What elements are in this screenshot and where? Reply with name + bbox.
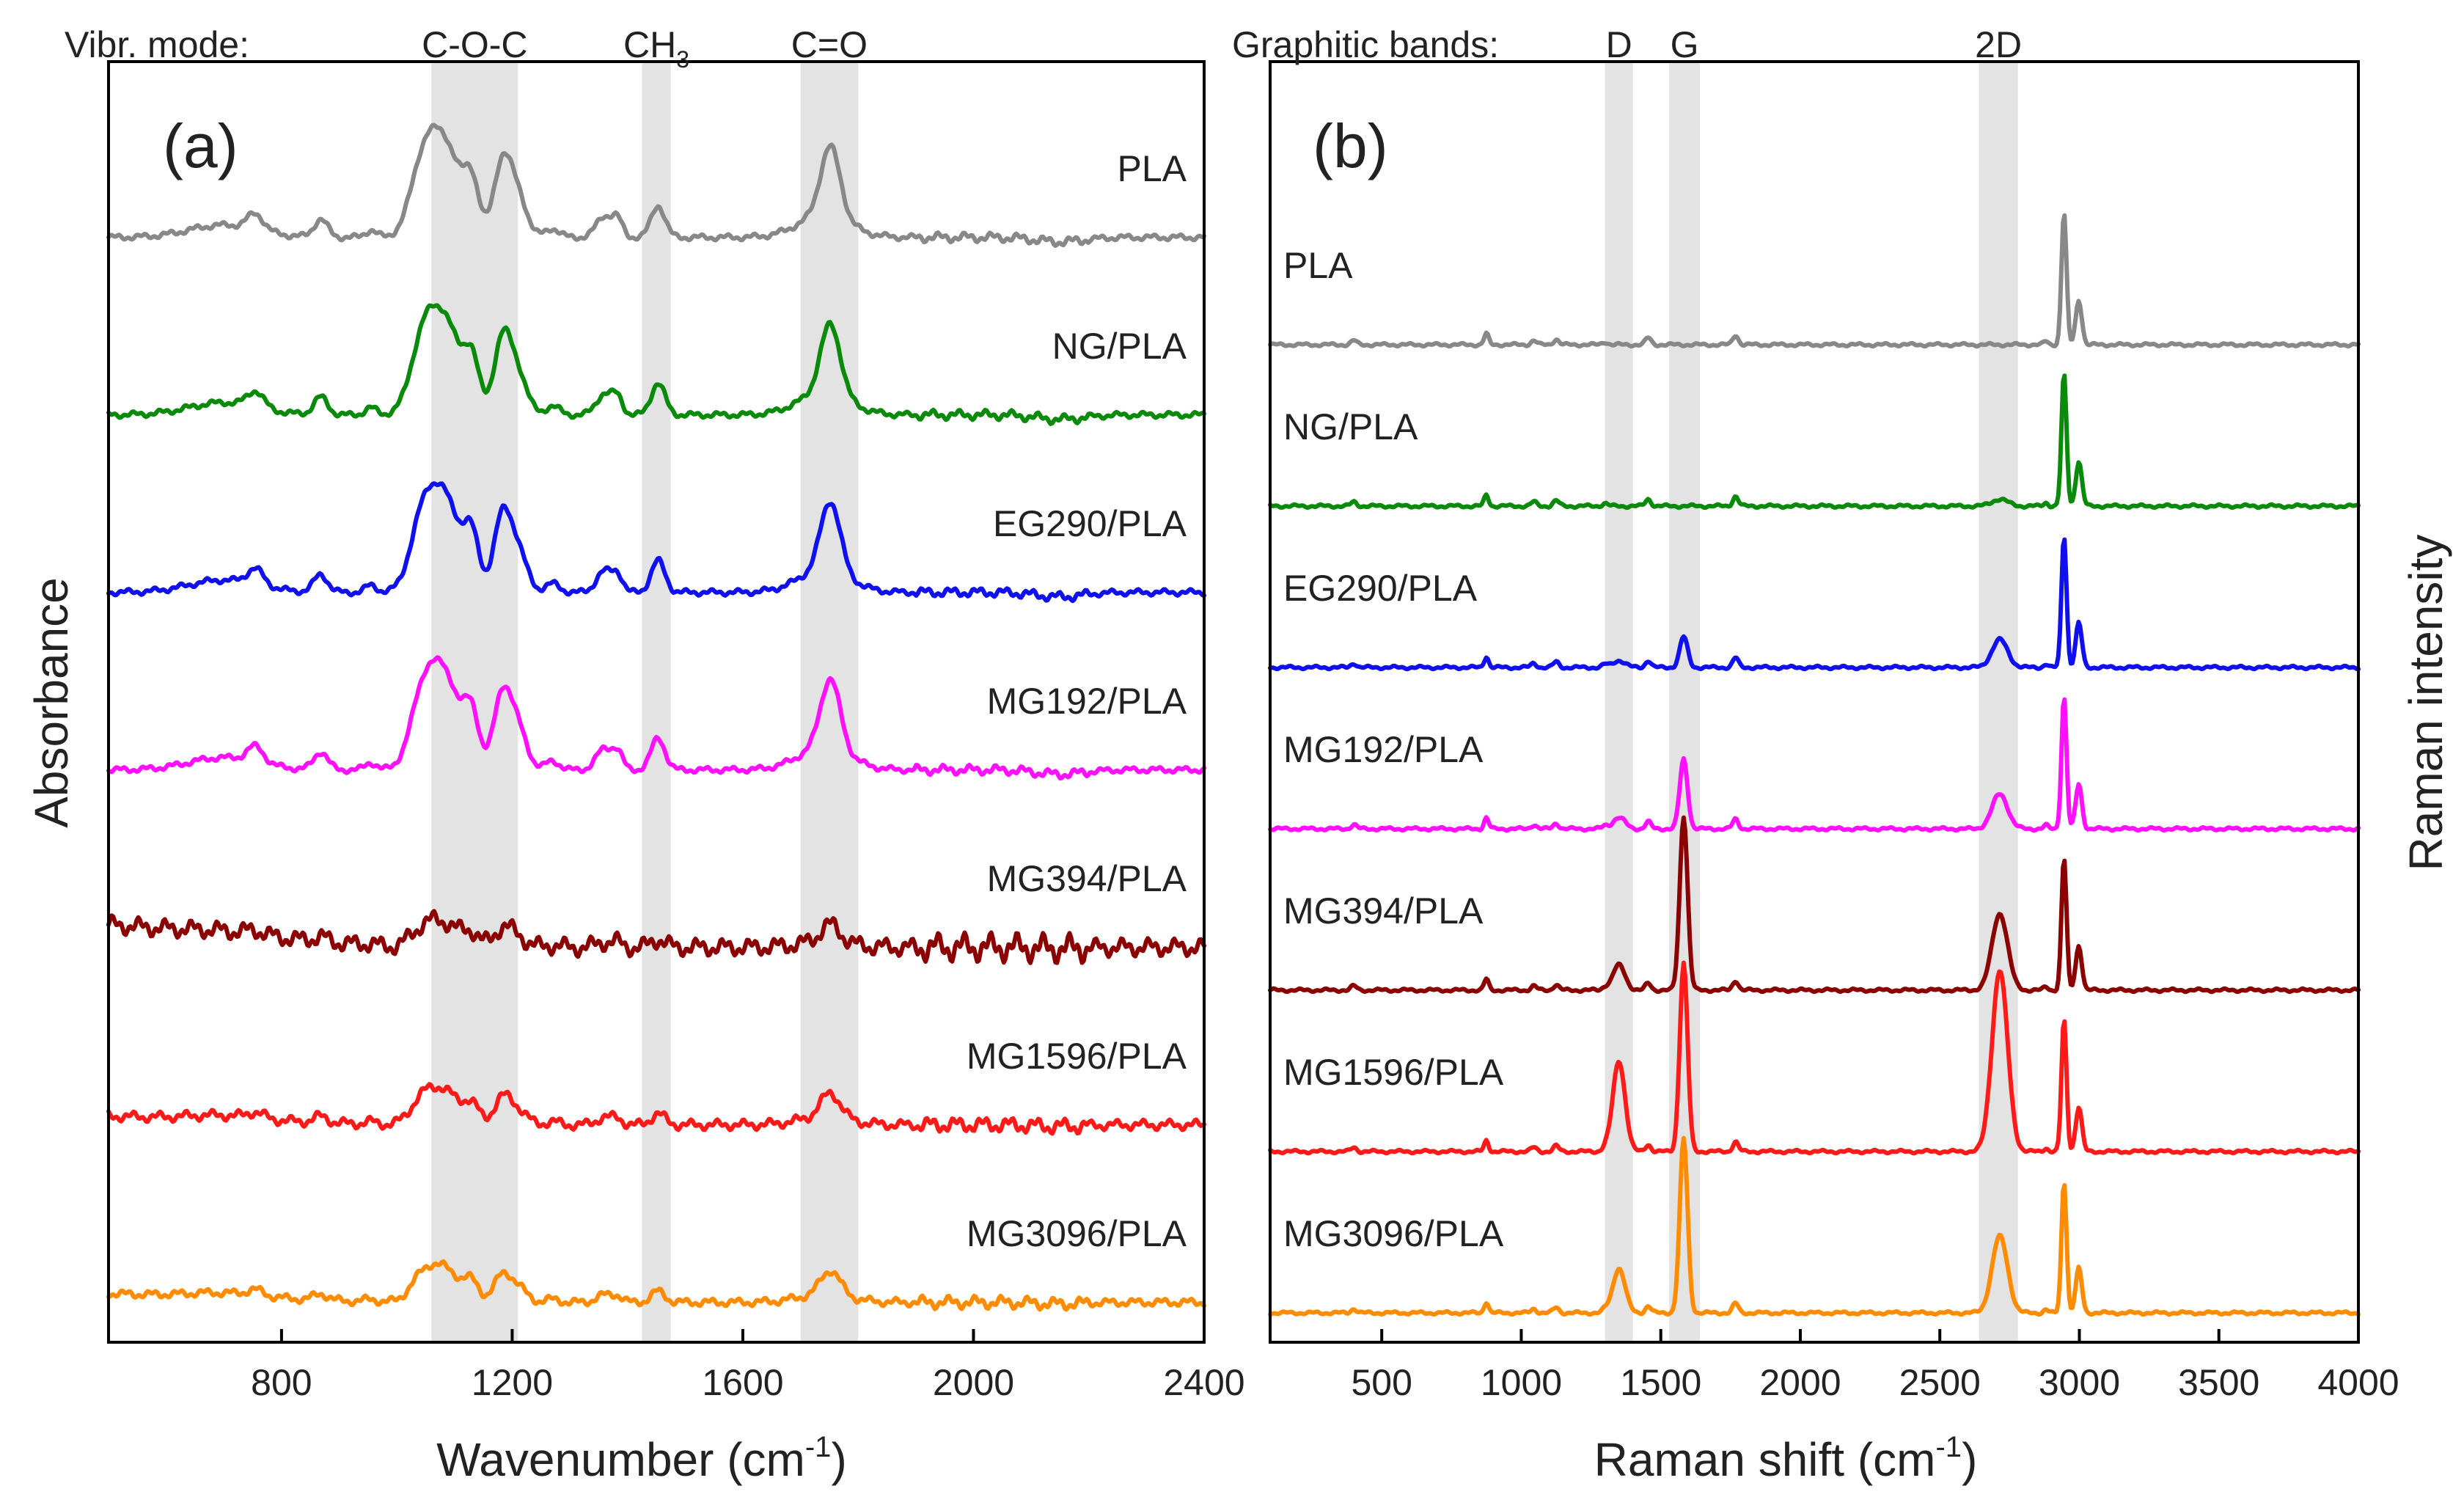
series-label-pla: PLA xyxy=(1283,245,1353,286)
x-tick-label: 2000 xyxy=(1759,1362,1841,1403)
band-label-ch: CH3 xyxy=(623,24,689,73)
raman-band-shading xyxy=(1605,62,2018,1342)
series-label-mg192-pla: MG192/PLA xyxy=(1283,729,1484,770)
series-label-mg3096-pla: MG3096/PLA xyxy=(1283,1213,1504,1254)
raman-series-labels: PLA NG/PLA EG290/PLA MG192/PLA MG394/PLA MG15… xyxy=(1283,245,1504,1254)
series-label-eg290-pla: EG290/PLA xyxy=(1283,568,1478,609)
ftir-series-labels: PLA NG/PLA EG290/PLA MG192/PLA MG394/PLA MG15… xyxy=(967,148,1187,1254)
x-tick-label: 800 xyxy=(251,1362,312,1403)
raman-header-label: Graphitic bands: xyxy=(1232,24,1499,65)
raman-band-2d xyxy=(1979,62,2018,1342)
x-tick-label: 1500 xyxy=(1620,1362,1701,1403)
series-label-eg290-pla: EG290/PLA xyxy=(993,503,1187,544)
trace-eg290-pla xyxy=(1268,537,2361,672)
trace-mg394-pla xyxy=(1268,815,2361,995)
ftir-band-shading xyxy=(431,62,859,1342)
trace-mg1596-pla xyxy=(1268,960,2361,1156)
x-tick-label: 3000 xyxy=(2039,1362,2120,1403)
band-label-c-o-c: C-O-C xyxy=(422,24,527,65)
x-tick-label: 3500 xyxy=(2178,1362,2259,1403)
raman-y-axis-label: Raman intensity xyxy=(2399,535,2452,871)
series-label-mg3096-pla: MG3096/PLA xyxy=(967,1213,1187,1254)
x-tick-label: 1600 xyxy=(702,1362,783,1403)
trace-mg3096-pla xyxy=(106,1259,1206,1312)
ftir-x-axis: 800 1200 1600 2000 2400 xyxy=(251,1329,1245,1403)
ftir-x-axis-label: Wavenumber (cm-1) xyxy=(436,1431,847,1486)
band-label-g: G xyxy=(1671,24,1699,65)
raman-x-axis: 500 1000 1500 2000 2500 3000 3500 4000 xyxy=(1351,1329,2399,1403)
trace-mg394-pla xyxy=(106,909,1206,965)
trace-ng-pla xyxy=(1268,373,2361,510)
raman-traces xyxy=(1268,213,2361,1317)
x-tick-label: 4000 xyxy=(2317,1362,2399,1403)
raman-band-d xyxy=(1605,62,1633,1342)
band-label-c-o: C=O xyxy=(791,24,868,65)
trace-eg290-pla xyxy=(106,481,1206,604)
series-label-mg192-pla: MG192/PLA xyxy=(987,681,1187,722)
raman-panel-label: (b) xyxy=(1313,111,1388,180)
raman-x-axis-label: Raman shift (cm-1) xyxy=(1594,1431,1978,1486)
trace-mg192-pla xyxy=(1268,697,2361,833)
trace-ng-pla xyxy=(106,303,1206,426)
series-label-ng-pla: NG/PLA xyxy=(1052,326,1187,367)
trace-pla xyxy=(1268,213,2361,349)
x-tick-label: 500 xyxy=(1351,1362,1412,1403)
trace-mg1596-pla xyxy=(106,1082,1206,1136)
band-label-2d: 2D xyxy=(1975,24,2022,65)
ftir-band-labels: C-O-C CH3 C=O xyxy=(422,24,868,73)
ftir-band-ch xyxy=(642,62,671,1342)
ftir-y-axis-label: Absorbance xyxy=(25,577,78,828)
ftir-band-c-o xyxy=(800,62,859,1342)
raman-band-labels: D G 2D xyxy=(1606,24,2023,65)
ftir-panel-label: (a) xyxy=(163,111,238,180)
ftir-header-label: Vibr. mode: xyxy=(65,24,249,65)
trace-mg192-pla xyxy=(106,655,1206,781)
series-label-mg394-pla: MG394/PLA xyxy=(987,858,1187,899)
trace-mg3096-pla xyxy=(1268,1135,2361,1317)
x-tick-label: 1200 xyxy=(472,1362,553,1403)
ftir-traces xyxy=(106,122,1206,1312)
ftir-plot-frame xyxy=(107,60,1206,1344)
x-tick-label: 2000 xyxy=(933,1362,1014,1403)
series-label-pla: PLA xyxy=(1117,148,1187,189)
trace-pla xyxy=(106,122,1206,248)
x-tick-label: 2400 xyxy=(1163,1362,1244,1403)
raman-plot-frame xyxy=(1269,60,2360,1344)
series-label-mg1596-pla: MG1596/PLA xyxy=(967,1036,1187,1077)
x-tick-label: 2500 xyxy=(1899,1362,1981,1403)
x-tick-label: 1000 xyxy=(1481,1362,1562,1403)
series-label-mg1596-pla: MG1596/PLA xyxy=(1283,1052,1504,1093)
series-label-mg394-pla: MG394/PLA xyxy=(1283,890,1484,931)
series-label-ng-pla: NG/PLA xyxy=(1283,406,1418,447)
band-label-d: D xyxy=(1606,24,1632,65)
